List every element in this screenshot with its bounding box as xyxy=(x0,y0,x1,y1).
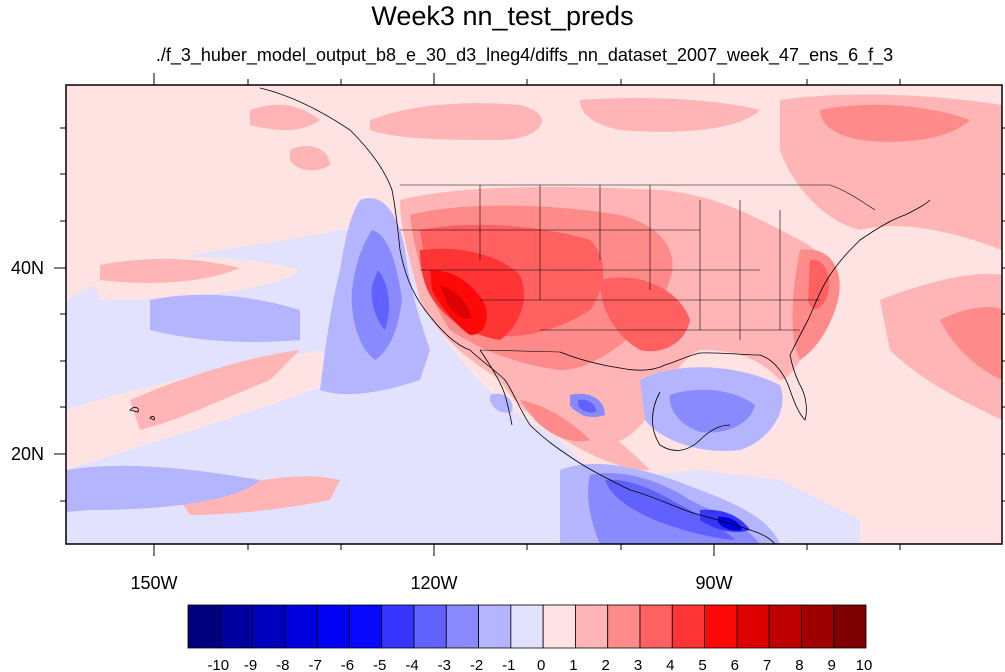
coastlines xyxy=(129,87,931,544)
map-subtitle: ./f_3_huber_model_output_b8_e_30_d3_lneg… xyxy=(155,45,894,65)
colorbar-swatch xyxy=(510,604,544,649)
lon-tick-label: 120W xyxy=(410,573,457,593)
colorbar-label: -9 xyxy=(244,657,257,672)
anomaly-field xyxy=(66,94,1002,544)
colorbar-swatch xyxy=(478,604,512,649)
colorbar-label: -4 xyxy=(405,657,418,672)
colorbar-label: 6 xyxy=(731,657,739,672)
colorbar-label: -6 xyxy=(341,657,354,672)
colorbar-swatch xyxy=(542,604,576,649)
colorbar: -10 -9 -8 -7 -6 -5 -4 -3 -2 -1 0 1 2 3 4 5 6 7 8 9 10 xyxy=(187,604,873,672)
colorbar-swatch xyxy=(381,604,415,649)
lon-tick-label: 90W xyxy=(695,573,732,593)
colorbar-swatch xyxy=(445,604,479,649)
colorbar-swatch xyxy=(219,604,253,649)
colorbar-swatch xyxy=(768,604,802,649)
colorbar-label: -7 xyxy=(308,657,321,672)
colorbar-label: 2 xyxy=(602,657,610,672)
colorbar-label: -1 xyxy=(502,657,515,672)
colorbar-swatch xyxy=(575,604,609,649)
colorbar-label: -3 xyxy=(438,657,451,672)
colorbar-label: -8 xyxy=(276,657,289,672)
colorbar-label: -5 xyxy=(373,657,386,672)
colorbar-swatch xyxy=(187,604,221,649)
colorbar-swatch xyxy=(316,604,350,649)
colorbar-label: 9 xyxy=(828,657,836,672)
colorbar-label: 10 xyxy=(856,657,873,672)
political-borders xyxy=(400,184,876,353)
colorbar-label: 1 xyxy=(569,657,577,672)
colorbar-swatch xyxy=(833,604,867,649)
lat-tick-label: 40N xyxy=(11,258,44,278)
map-title: Week3 nn_test_preds xyxy=(371,1,634,31)
colorbar-swatch xyxy=(252,604,286,649)
colorbar-swatch xyxy=(671,604,705,649)
colorbar-swatch xyxy=(736,604,770,649)
colorbar-label: -2 xyxy=(470,657,483,672)
colorbar-label: 7 xyxy=(763,657,771,672)
colorbar-swatch xyxy=(413,604,447,649)
colorbar-swatch xyxy=(704,604,738,649)
colorbar-label: -10 xyxy=(207,657,229,672)
colorbar-swatch xyxy=(284,604,318,649)
colorbar-swatch xyxy=(639,604,673,649)
colorbar-swatch xyxy=(607,604,641,649)
colorbar-label: 4 xyxy=(666,657,674,672)
lon-tick-label: 150W xyxy=(130,573,177,593)
axis-ticks xyxy=(54,73,1005,556)
lat-tick-label: 20N xyxy=(11,444,44,464)
colorbar-label: 5 xyxy=(698,657,706,672)
colorbar-label: 8 xyxy=(795,657,803,672)
colorbar-swatch xyxy=(801,604,835,649)
colorbar-label: 0 xyxy=(537,657,545,672)
colorbar-label: 3 xyxy=(634,657,642,672)
colorbar-swatch xyxy=(349,604,383,649)
